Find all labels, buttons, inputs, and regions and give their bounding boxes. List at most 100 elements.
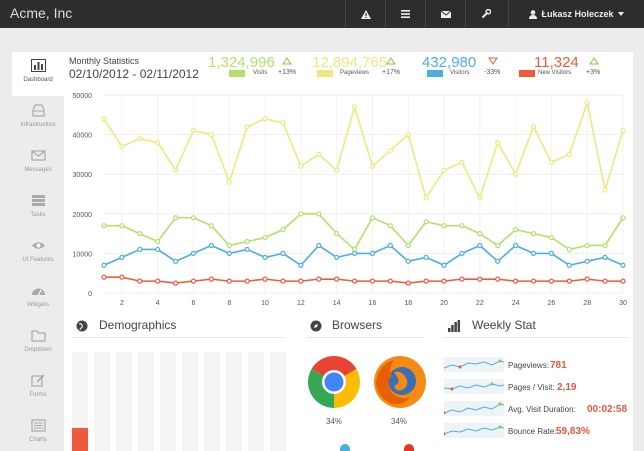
- brand-logo[interactable]: Acme, Inc: [10, 5, 73, 21]
- y-tick-label: 30000: [73, 172, 93, 179]
- legend-swatch: [229, 70, 245, 77]
- data-point-pageviews: [226, 179, 232, 185]
- data-point-pageviews: [369, 163, 376, 169]
- tasks-button[interactable]: [385, 0, 425, 28]
- firefox-logo: [374, 356, 426, 408]
- data-point-pageviews: [280, 120, 286, 126]
- data-point-pageviews: [208, 131, 214, 138]
- data-point-pageviews: [137, 135, 143, 142]
- data-point-new-visitors: [190, 278, 197, 284]
- user-menu[interactable]: Łukasz Holeczek: [508, 0, 644, 28]
- data-point-pageviews: [101, 116, 107, 122]
- data-point-visits: [441, 223, 447, 229]
- data-point-pageviews: [155, 139, 161, 146]
- data-point-visits: [548, 234, 555, 241]
- browser-logo-partial: [340, 444, 350, 451]
- sidebar-item-forms[interactable]: Forms: [12, 367, 64, 411]
- date-range: 02/10/2012 - 02/11/2012: [69, 67, 199, 81]
- sidebar-item-infrastructure[interactable]: Infrastructure: [12, 97, 64, 141]
- settings-button[interactable]: [465, 0, 505, 28]
- dashboard-icon: [31, 288, 45, 296]
- x-tick-label: 22: [476, 300, 484, 307]
- data-point-new-visitors: [369, 278, 376, 284]
- data-point-new-visitors: [441, 278, 447, 284]
- data-point-pageviews: [495, 139, 501, 146]
- tasks-icon: [31, 195, 45, 206]
- series-line-pageviews: [103, 99, 624, 201]
- data-point-visits: [405, 242, 411, 249]
- stat-value: 432,980: [422, 54, 477, 71]
- sidebar-item-label: UI Features: [22, 257, 54, 263]
- data-point-new-visitors: [172, 280, 179, 286]
- data-point-new-visitors: [298, 278, 304, 284]
- data-point-new-visitors: [566, 278, 572, 284]
- legend-swatch: [317, 70, 333, 77]
- demographic-bar: [116, 352, 132, 451]
- sidebar-item-dropdown[interactable]: Dropdown: [12, 322, 64, 366]
- sidebar-item-dashboard[interactable]: Dashboard: [12, 52, 64, 96]
- sidebar-item-widgets[interactable]: Widgets: [12, 277, 64, 321]
- data-point-new-visitors: [155, 278, 161, 284]
- data-point-pageviews: [530, 124, 537, 130]
- data-point-pageviews: [477, 195, 483, 201]
- data-point-visitors: [190, 250, 197, 256]
- browser-share-chrome: 34%: [326, 417, 343, 426]
- weekly-value-bounce-rate: 59,83%: [556, 426, 590, 437]
- data-point-visits: [155, 238, 161, 245]
- stat-change: -33%: [484, 69, 501, 76]
- x-tick-label: 8: [227, 300, 231, 307]
- data-point-visitors: [620, 262, 626, 268]
- x-tick-label: 30: [619, 300, 627, 307]
- messages-button[interactable]: [425, 0, 465, 28]
- data-point-visitors: [423, 254, 429, 260]
- caret-down-icon: [617, 12, 624, 16]
- demographic-bar: [182, 352, 198, 451]
- data-point-visitors: [137, 246, 143, 253]
- y-tick-label: 40000: [73, 133, 93, 140]
- envelope-icon: [440, 10, 451, 18]
- sidebar-item-ui-features[interactable]: UI Features: [12, 232, 64, 276]
- user-icon: [529, 9, 538, 19]
- hdd-icon: [31, 104, 45, 117]
- sparkline-visit-duration: [442, 401, 505, 416]
- stat-label: Pageviews: [340, 70, 370, 76]
- data-point-visitors: [244, 246, 250, 253]
- stat-value: 11,324: [534, 54, 579, 71]
- data-point-visitors: [602, 254, 608, 260]
- data-point-new-visitors: [137, 278, 143, 284]
- sidebar-item-messages[interactable]: Messages: [12, 142, 64, 186]
- sidebar-item-charts[interactable]: Charts: [12, 412, 64, 451]
- notifications-button[interactable]: [345, 0, 385, 28]
- data-point-visits: [369, 215, 376, 221]
- data-point-visitors: [405, 258, 411, 264]
- legend-swatch: [519, 70, 535, 77]
- data-point-visitors: [477, 242, 483, 249]
- data-point-visitors: [351, 250, 358, 256]
- data-point-new-visitors: [280, 278, 286, 284]
- data-point-visitors: [208, 242, 214, 249]
- data-point-new-visitors: [495, 276, 501, 282]
- data-point-visits: [530, 231, 537, 237]
- x-tick-label: 10: [261, 300, 269, 307]
- data-point-visitors: [119, 254, 125, 260]
- sidebar: Dashboard Infrastructure Messages Tasks …: [12, 52, 64, 451]
- browser-logo-partial: [404, 444, 414, 451]
- data-point-visitors: [513, 242, 519, 249]
- stat-value: 1,324,996: [208, 54, 275, 71]
- section-divider: [444, 337, 628, 338]
- stat-value: 12,894,765: [312, 54, 388, 71]
- x-tick-label: 12: [297, 300, 305, 307]
- arrow-up-icon: [589, 57, 599, 65]
- data-point-new-visitors: [405, 280, 411, 286]
- data-point-new-visitors: [459, 276, 465, 282]
- data-point-pageviews: [190, 128, 197, 134]
- data-point-visits: [137, 231, 143, 237]
- data-point-pageviews: [387, 147, 393, 154]
- sidebar-item-label: Infrastructure: [20, 122, 56, 128]
- top-navbar: Acme, Inc Łukasz Holeczek: [0, 0, 644, 28]
- data-point-visits: [190, 215, 197, 221]
- main-content: Monthly Statistics 02/10/2012 - 02/11/20…: [64, 52, 633, 451]
- weekly-value-pages-per-visit: 2,19: [557, 382, 577, 393]
- sidebar-item-tasks[interactable]: Tasks: [12, 187, 64, 231]
- stat-change: +3%: [586, 69, 601, 76]
